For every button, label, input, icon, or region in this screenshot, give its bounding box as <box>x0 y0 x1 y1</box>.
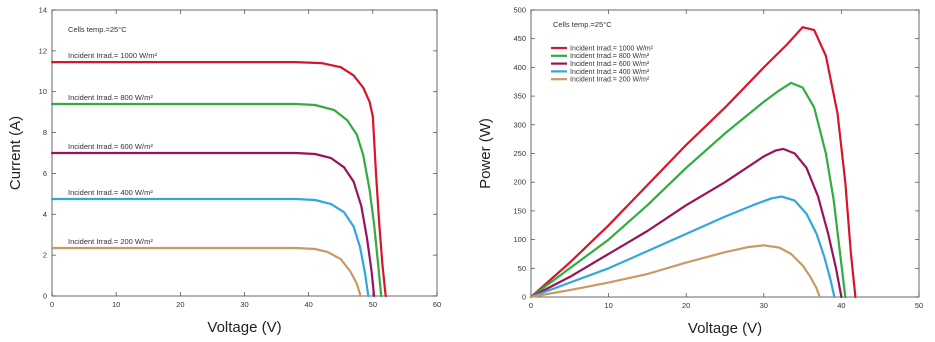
y-tick-label: 12 <box>39 46 47 55</box>
y-tick-label: 6 <box>43 169 47 178</box>
x-tick-label: 20 <box>682 301 690 310</box>
current-voltage-chart: 0 10 20 30 40 50 60 0 2 4 6 8 10 12 14 Voltage (V) Curre… <box>7 6 441 337</box>
legend-entry: Incident Irrad.= 400 W/m² <box>570 69 650 76</box>
series-line <box>50 246 362 298</box>
series-label: Incident Irrad.= 400 W/m² <box>68 188 153 197</box>
y-tick-label: 450 <box>513 34 526 43</box>
series-line <box>529 147 843 299</box>
x-tick-label: 40 <box>837 301 845 310</box>
x-tick-label: 40 <box>304 300 312 309</box>
y-tick-label: 50 <box>518 264 526 273</box>
y-tick-label: 100 <box>513 235 526 244</box>
y-tick-label: 150 <box>513 206 526 215</box>
x-tick-label: 30 <box>240 300 248 309</box>
x-tick-label: 0 <box>50 300 54 309</box>
series-line <box>50 60 387 298</box>
x-tick-label: 20 <box>176 300 184 309</box>
legend-entry: Incident Irrad.= 600 W/m² <box>570 61 650 68</box>
x-tick-label: 30 <box>760 301 768 310</box>
y-tick-label: 400 <box>513 63 526 72</box>
series-label: Incident Irrad.= 800 W/m² <box>68 93 153 102</box>
x-axis-title: Voltage (V) <box>688 320 762 337</box>
series-line <box>50 197 370 298</box>
legend-entry: Incident Irrad.= 200 W/m² <box>570 77 650 84</box>
cells-temp-annotation: Cells temp.=25°C <box>553 20 612 29</box>
y-axis-title: Current (A) <box>7 116 24 190</box>
y-tick-label: 200 <box>513 178 526 187</box>
y-tick-label: 250 <box>513 149 526 158</box>
y-tick-label: 8 <box>43 128 47 137</box>
x-tick-label: 10 <box>112 300 120 309</box>
y-tick-label: 0 <box>43 292 47 301</box>
x-tick-label: 50 <box>915 301 923 310</box>
y-tick-label: 0 <box>522 293 526 302</box>
power-voltage-chart: 0 10 20 30 40 5005010015020025030035040045050… <box>477 6 923 338</box>
y-tick-label: 4 <box>43 210 47 219</box>
x-tick-label: 10 <box>604 301 612 310</box>
series-line <box>529 244 821 299</box>
series-line <box>529 195 836 299</box>
x-axis-title: Voltage (V) <box>207 319 281 336</box>
cells-temp-annotation: Cells temp.=25°C <box>68 25 127 34</box>
series-line <box>529 81 847 299</box>
legend-entry: Incident Irrad.= 1000 W/m² <box>570 45 654 52</box>
y-tick-label: 350 <box>513 92 526 101</box>
series-line <box>529 26 857 299</box>
series-label: Incident Irrad.= 200 W/m² <box>68 237 153 246</box>
legend-entry: Incident Irrad.= 800 W/m² <box>570 53 650 60</box>
x-tick-label: 60 <box>433 300 441 309</box>
y-tick-label: 10 <box>39 87 47 96</box>
y-tick-label: 2 <box>43 251 47 260</box>
x-tick-label: 0 <box>529 301 533 310</box>
x-tick-label: 50 <box>369 300 377 309</box>
series-line <box>50 102 383 298</box>
y-tick-label: 300 <box>513 120 526 129</box>
y-tick-label: 500 <box>513 6 526 15</box>
series-label: Incident Irrad.= 600 W/m² <box>68 142 153 151</box>
y-tick-label: 14 <box>39 6 47 15</box>
series-label: Incident Irrad.= 1000 W/m² <box>68 51 157 60</box>
series-line <box>50 151 376 298</box>
y-axis-title: Power (W) <box>477 118 494 189</box>
